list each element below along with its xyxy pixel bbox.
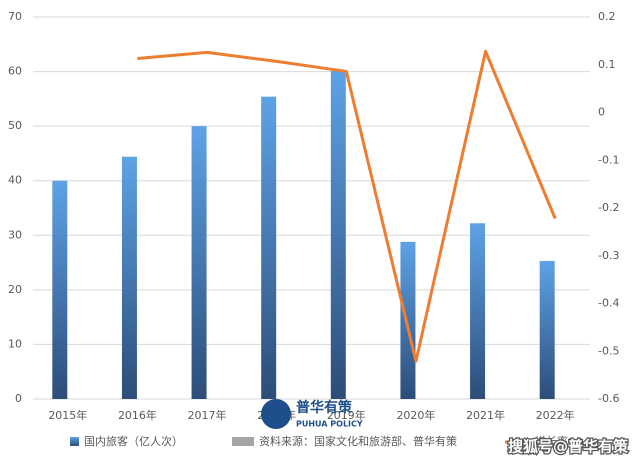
legend-label: 国内旅客（亿人次） bbox=[84, 434, 183, 448]
bar bbox=[470, 223, 486, 399]
y2-tick-label: -0.4 bbox=[598, 297, 619, 310]
x-tick-label: 2020年 bbox=[396, 408, 435, 422]
x-tick-label: 2017年 bbox=[188, 408, 227, 422]
watermark-logo bbox=[261, 399, 291, 429]
y-tick-label: 30 bbox=[8, 228, 22, 241]
y2-tick-label: -0.3 bbox=[598, 249, 619, 262]
legend-swatch bbox=[232, 437, 254, 446]
y-tick-label: 20 bbox=[8, 283, 22, 296]
bar bbox=[191, 126, 207, 400]
x-tick-label: 2015年 bbox=[48, 408, 87, 422]
line bbox=[137, 49, 557, 363]
y-tick-label: 70 bbox=[8, 10, 22, 23]
x-tick-label: 2016年 bbox=[118, 408, 157, 422]
watermark: 普华有策 bbox=[296, 399, 353, 416]
y-tick-label: 0 bbox=[15, 392, 22, 405]
bar bbox=[400, 241, 416, 399]
watermark: PUHUA POLICY bbox=[296, 420, 363, 429]
y-tick-label: 40 bbox=[8, 174, 22, 187]
y2-tick-label: 0.1 bbox=[598, 58, 616, 71]
y-tick-label: 50 bbox=[8, 119, 22, 132]
x-tick-label: 2021年 bbox=[466, 408, 505, 422]
x-tick-label: 2022年 bbox=[536, 408, 575, 422]
bar bbox=[330, 71, 346, 400]
y-tick-label: 60 bbox=[8, 65, 22, 78]
y2-tick-label: -0.6 bbox=[598, 392, 619, 405]
y-tick-label: 10 bbox=[8, 337, 22, 350]
watermark: 搜狐号@普华有策 bbox=[508, 438, 629, 456]
legend-swatch bbox=[70, 437, 79, 446]
source-label: 资料来源：国家文化和旅游部、普华有策 bbox=[259, 434, 457, 448]
x-tick-label: 2019年 bbox=[327, 408, 366, 422]
bar bbox=[261, 96, 277, 399]
bar bbox=[52, 180, 68, 399]
bar bbox=[539, 260, 555, 399]
bar bbox=[121, 156, 137, 399]
y2-tick-label: -0.1 bbox=[598, 153, 619, 166]
legend-label: 增长率 bbox=[535, 434, 568, 448]
y2-tick-label: 0 bbox=[598, 106, 605, 119]
y2-tick-label: -0.5 bbox=[598, 344, 619, 357]
y2-tick-label: -0.2 bbox=[598, 201, 619, 214]
y2-tick-label: 0.2 bbox=[598, 10, 616, 23]
